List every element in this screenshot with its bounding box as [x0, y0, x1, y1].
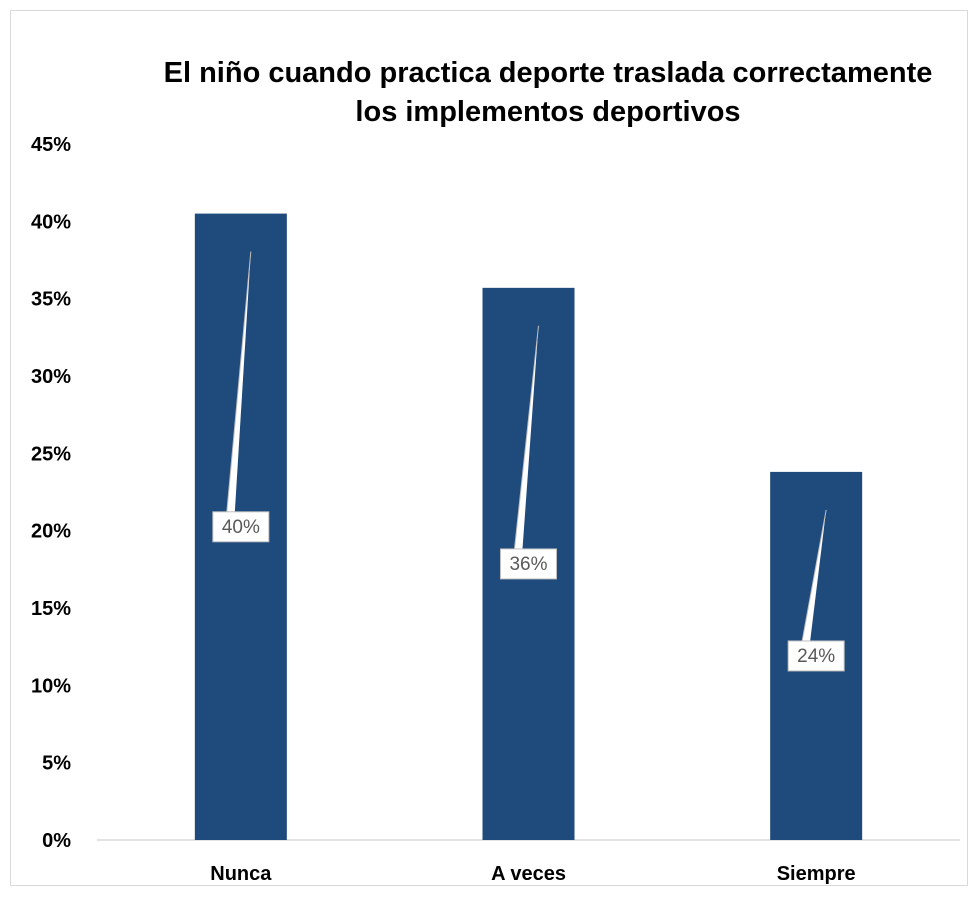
- y-tick-label: 10%: [31, 675, 71, 697]
- y-tick-label: 45%: [31, 134, 71, 156]
- data-label-box: [500, 548, 557, 580]
- x-category-label: A veces: [491, 863, 566, 885]
- data-label-pointer-edge: [514, 325, 539, 549]
- y-tick-label: 30%: [31, 366, 71, 388]
- x-category-label: Nunca: [210, 863, 272, 885]
- y-tick-label: 35%: [31, 289, 71, 311]
- data-label: 40%: [222, 517, 260, 538]
- data-label-pointer-edge: [801, 509, 827, 642]
- data-label-pointer-edge: [226, 251, 252, 512]
- data-label-box: [787, 640, 845, 672]
- x-category-label: Siempre: [777, 863, 856, 885]
- data-labels: 40% 36% 24%: [212, 251, 845, 672]
- y-tick-label: 5%: [42, 753, 71, 775]
- y-tick-label: 0%: [42, 830, 71, 852]
- bars: [194, 213, 863, 841]
- y-tick-label: 20%: [31, 521, 71, 543]
- y-tick-label: 25%: [31, 443, 71, 465]
- y-axis: 0% 5% 10% 15% 20% 25% 30% 35% 40% 45%: [31, 134, 71, 852]
- chart-title: El niño cuando practica deporte traslada…: [164, 57, 933, 128]
- data-label: 24%: [797, 646, 835, 667]
- data-label-box: [212, 511, 270, 543]
- data-label: 36%: [509, 554, 547, 575]
- y-tick-label: 40%: [31, 211, 71, 233]
- chart-title-line-2: los implementos deportivos: [355, 96, 740, 128]
- y-tick-label: 15%: [31, 598, 71, 620]
- chart-title-line-1: El niño cuando practica deporte traslada…: [164, 57, 933, 89]
- x-axis: Nunca A veces Siempre: [210, 863, 855, 885]
